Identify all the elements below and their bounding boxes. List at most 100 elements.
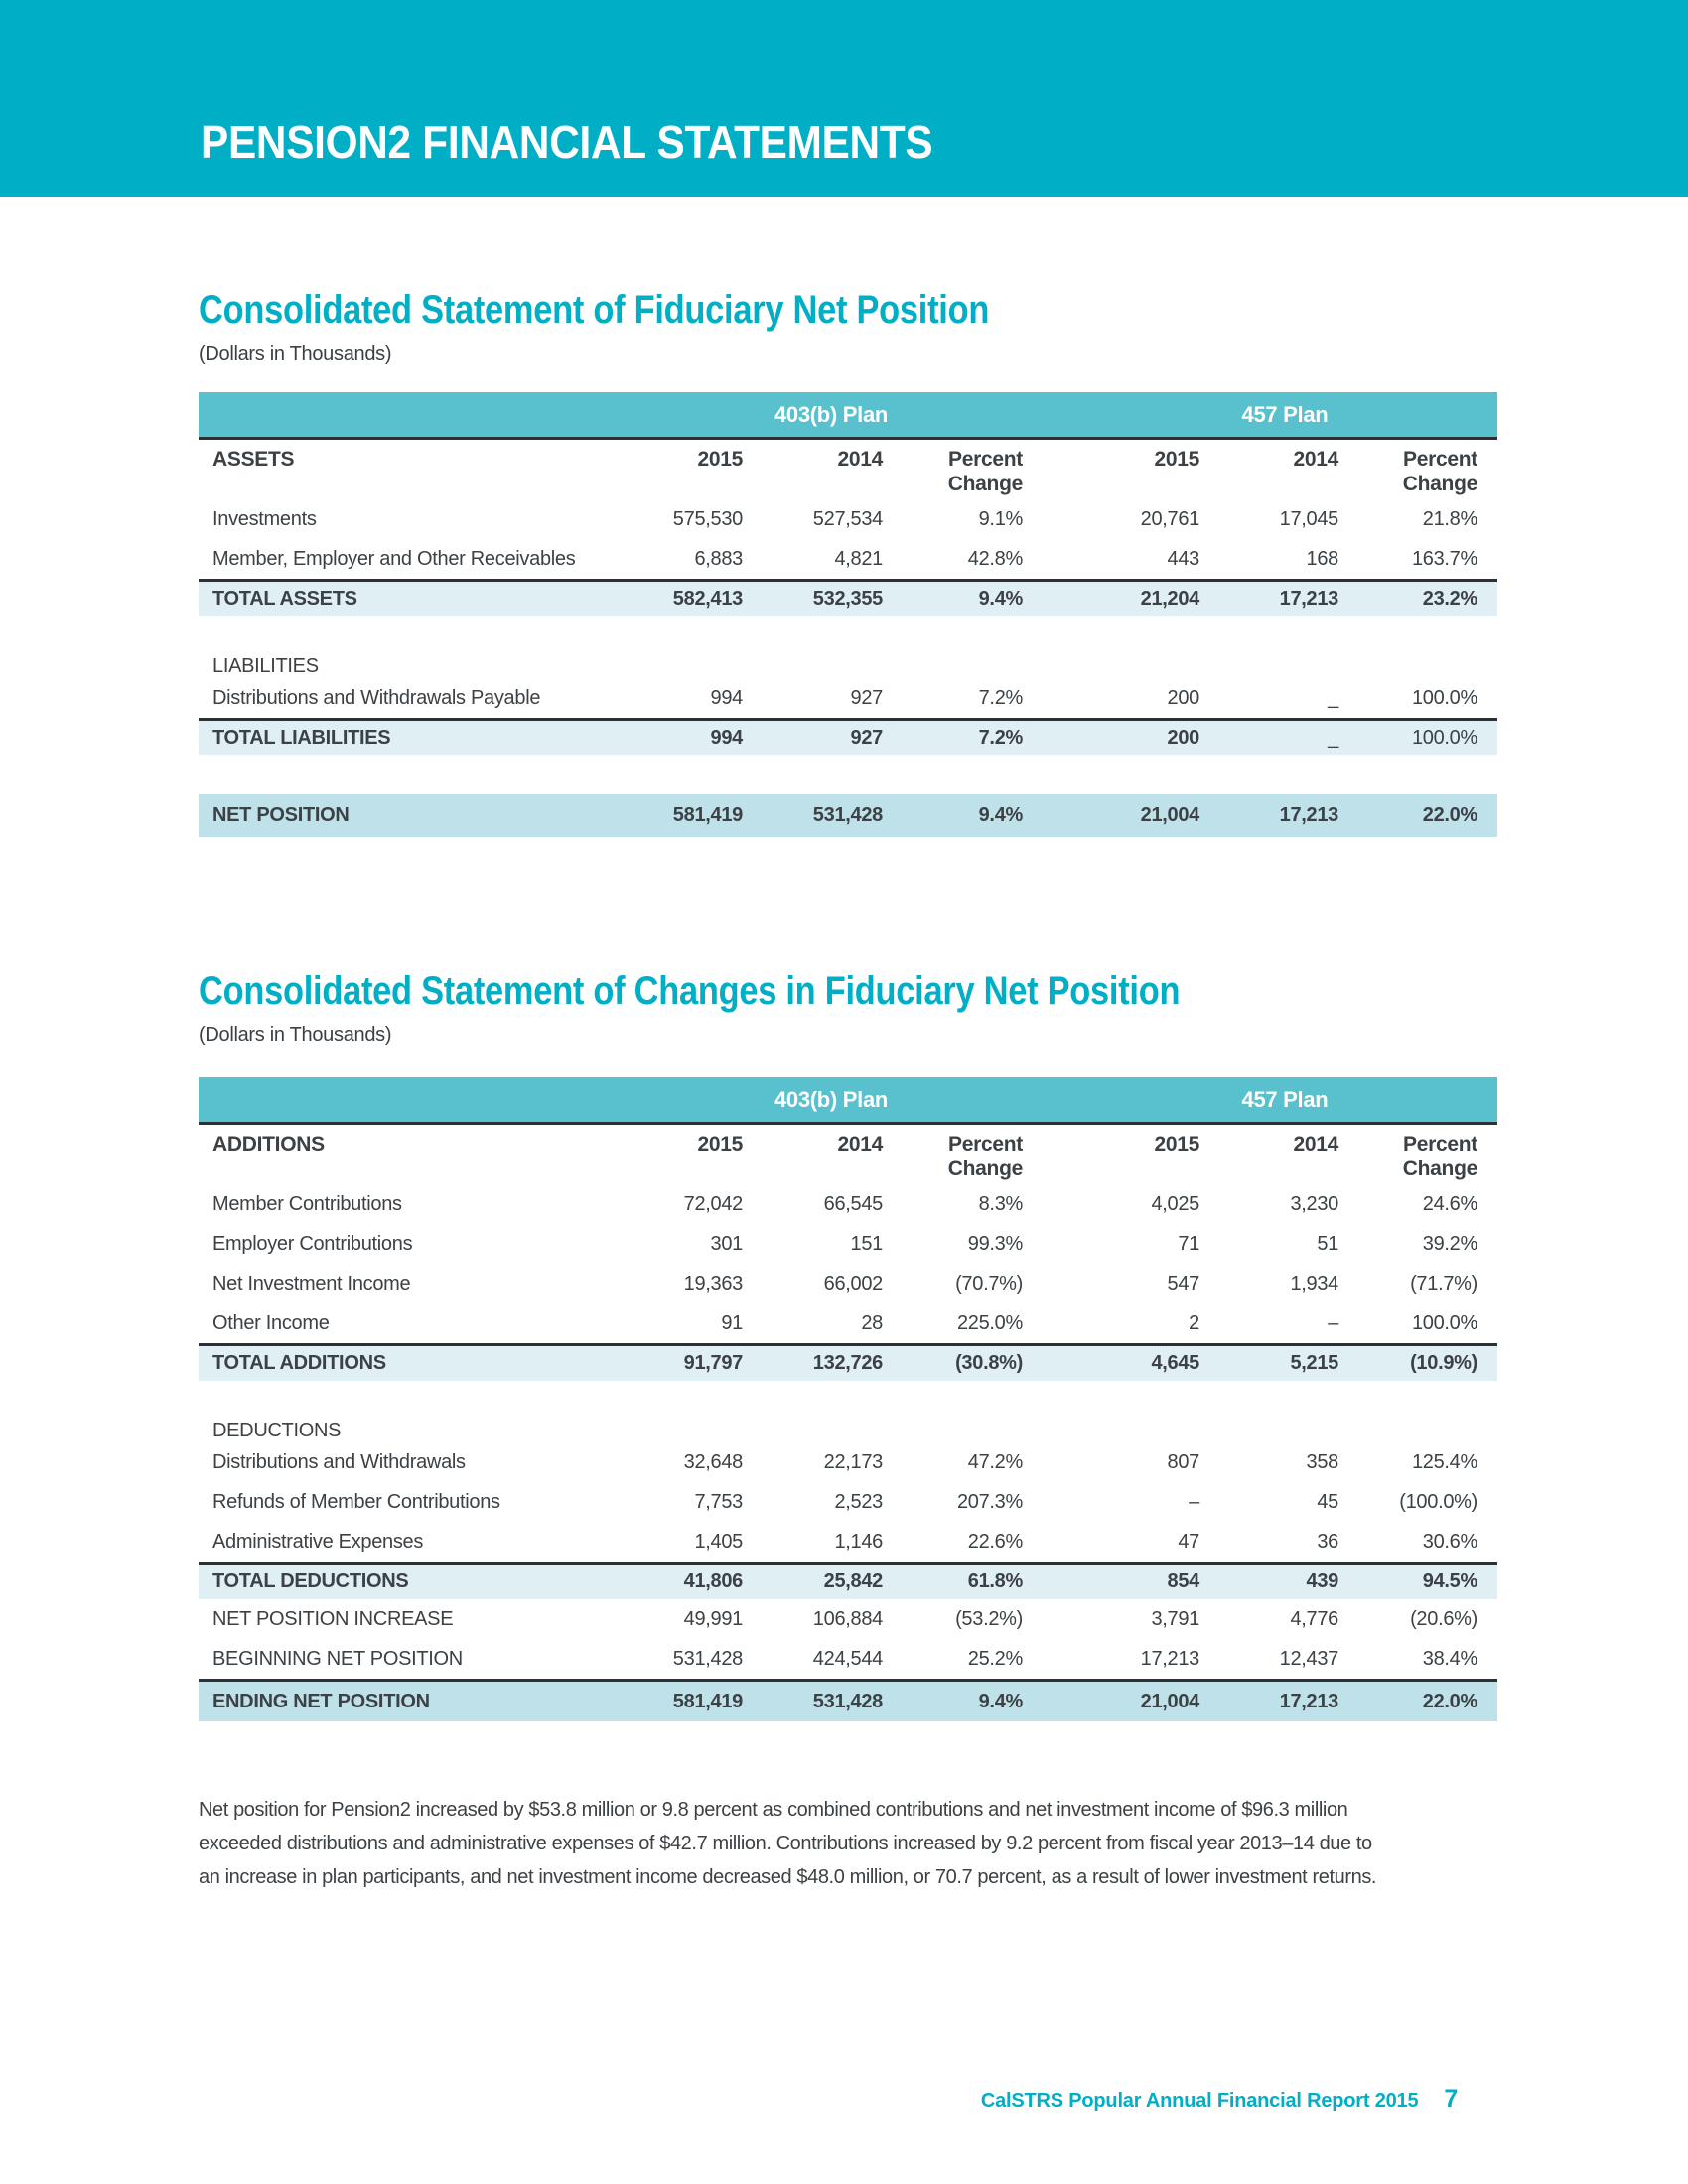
cell-value: 527,534 [812,507,884,530]
cell-value: 17,213 [1279,588,1339,610]
cell-value: 49,991 [683,1607,744,1630]
cell-value: 2 [1189,1311,1199,1334]
cell-value: 91,797 [683,1352,744,1374]
table-row: DEDUCTIONS [199,1420,1497,1442]
cell-value: 1,405 [694,1530,743,1553]
cell-value: 36 [1317,1530,1338,1553]
row-label: TOTAL LIABILITIES [212,727,391,749]
cell-value: 547 [1167,1272,1200,1295]
cell-value: 9.4% [978,804,1024,826]
cell-value: 927 [850,686,884,709]
cell-value: 24.6% [1422,1192,1478,1215]
cell-value: 2,523 [834,1490,883,1513]
cell-value: 125.4% [1411,1450,1477,1473]
row-label: BEGINNING NET POSITION [212,1647,463,1670]
cell-value: – [1328,1311,1338,1334]
row-label: Net Investment Income [212,1272,411,1295]
cell-value: 132,726 [812,1352,884,1374]
row-label: Member Contributions [212,1192,402,1215]
table-row: TOTAL ADDITIONS 91,797 132,726 (30.8%) 4,645… [199,1343,1497,1381]
column-header: 2014 [837,1133,883,1156]
row-group-header: ASSETS [212,448,295,471]
table-row: TOTAL LIABILITIES 994 927 7.2% 200 _ 100.0% [199,718,1497,755]
cell-value: 21.8% [1422,507,1478,530]
cell-value: 1,934 [1290,1272,1338,1295]
cell-value: 94.5% [1422,1570,1478,1592]
column-header: 2015 [1154,1133,1199,1156]
row-label: DEDUCTIONS [212,1420,342,1441]
cell-value: 47 [1178,1530,1199,1553]
cell-value: 3,230 [1290,1192,1338,1215]
row-label: NET POSITION [212,804,350,826]
cell-value: 22.6% [967,1530,1024,1553]
footer-text: CalSTRS Popular Annual Financial Report … [980,2090,1419,2112]
cell-value: 7,753 [694,1490,743,1513]
fiduciary-net-position-section: Consolidated Statement of Fiduciary Net … [199,288,1497,837]
row-label: Distributions and Withdrawals Payable [212,686,541,709]
cell-value: 66,545 [823,1192,884,1215]
cell-value: _ [1328,727,1338,749]
row-label: Distributions and Withdrawals [212,1450,466,1473]
table-row: NET POSITION 581,419 531,428 9.4% 21,004 17,2… [199,794,1497,837]
cell-value: 994 [710,686,744,709]
cell-value: 807 [1167,1450,1200,1473]
cell-value: (53.2%) [955,1607,1023,1630]
cell-value: 25.2% [967,1647,1024,1670]
table-row: ENDING NET POSITION 581,419 531,428 9.4% 21,… [199,1679,1497,1721]
section-title: Consolidated Statement of Changes in Fid… [199,969,1181,1013]
cell-value: 32,648 [683,1450,744,1473]
cell-value: 6,883 [694,547,743,570]
spacer-row [199,1381,1497,1420]
cell-value: 301 [710,1232,744,1255]
cell-value: 9.4% [978,1690,1024,1712]
cell-value: 41,806 [683,1570,744,1592]
cell-value: 22,173 [823,1450,884,1473]
table-row: TOTAL DEDUCTIONS 41,806 25,842 61.8% 854 439 9… [199,1562,1497,1599]
row-label: Administrative Expenses [212,1530,424,1553]
cell-value: 163.7% [1411,547,1477,570]
cell-value: – [1189,1490,1199,1513]
row-label: Employer Contributions [212,1232,413,1255]
cell-value: 424,544 [812,1647,884,1670]
row-label: TOTAL ASSETS [212,588,357,610]
cell-value: 22.0% [1422,804,1478,826]
cell-value: (10.9%) [1410,1352,1477,1374]
page-footer: CalSTRS Popular Annual Financial Report … [981,2085,1458,2114]
table-row: Member Contributions 72,042 66,545 8.3% 4,02… [199,1184,1497,1224]
summary-note: Net position for Pension2 increased by $… [199,1799,1377,1888]
table-row: Investments 575,530 527,534 9.1% 20,761 17,04… [199,499,1497,539]
cell-value: 71 [1178,1232,1199,1255]
column-header-row: ASSETS 2015 2014 Percent Change 2015 2014 Perc… [199,440,1497,499]
cell-value: 8.3% [978,1192,1024,1215]
cell-value: 61.8% [967,1570,1024,1592]
cell-value: 9.4% [978,588,1024,610]
cell-value: 9.1% [978,507,1024,530]
row-label: TOTAL ADDITIONS [212,1352,386,1374]
banner-title: PENSION2 FINANCIAL STATEMENTS [201,116,933,168]
row-label: ENDING NET POSITION [212,1690,430,1712]
cell-value: 531,428 [812,1690,884,1712]
table-row: Distributions and Withdrawals 32,648 22,17… [199,1442,1497,1482]
table-row: Administrative Expenses 1,405 1,146 22.6% 47… [199,1522,1497,1562]
plan-header-label: 403(b) Plan [774,1086,889,1112]
cell-value: 200 [1167,727,1200,749]
table-row: Employer Contributions 301 151 99.3% 71 51 39.… [199,1224,1497,1264]
cell-value: 531,428 [812,804,884,826]
cell-value: (20.6%) [1410,1607,1477,1630]
cell-value: 5,215 [1290,1352,1338,1374]
cell-value: 106,884 [812,1607,884,1630]
table-row: BEGINNING NET POSITION 531,428 424,544 25.2… [199,1639,1497,1679]
changes-net-position-table: 403(b) Plan 457 Plan ADDITIONS 2015 2014 Perc… [199,1077,1497,1721]
cell-value: 994 [710,727,744,749]
column-header: 2015 [697,448,743,471]
cell-value: 100.0% [1411,1311,1477,1334]
section-title: Consolidated Statement of Fiduciary Net … [199,288,990,332]
table-row: Other Income 91 28 225.0% 2 – 100.0% [199,1303,1497,1343]
cell-value: 30.6% [1422,1530,1478,1553]
cell-value: 47.2% [967,1450,1024,1473]
table-row: TOTAL ASSETS 582,413 532,355 9.4% 21,204 17,2… [199,579,1497,616]
cell-value: 17,213 [1279,1690,1339,1712]
cell-value: 21,204 [1140,588,1200,610]
row-label: LIABILITIES [212,655,319,677]
plan-header-label: 403(b) Plan [774,401,889,427]
